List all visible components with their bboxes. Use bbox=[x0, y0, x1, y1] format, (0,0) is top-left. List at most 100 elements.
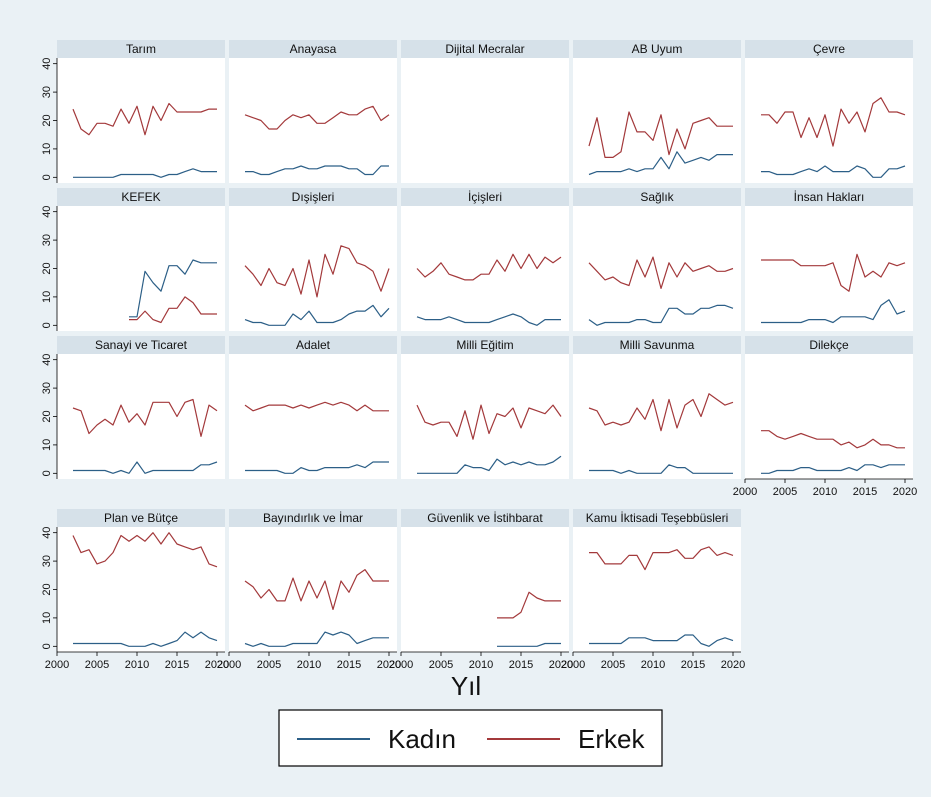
panel-tarım: Tarım 0 10 20 30 40 bbox=[41, 40, 225, 183]
panel-tarım-y-tick-label-0: 0 bbox=[41, 174, 53, 180]
panel-tarım-header bbox=[57, 40, 225, 58]
panel-ab-uyum-header bbox=[573, 40, 741, 58]
panel-i-nsan-hakları-title: İnsan Hakları bbox=[794, 190, 865, 204]
panel-çevre-plot-area bbox=[745, 58, 913, 183]
panel-tarım-series-erkek bbox=[72, 102, 217, 136]
panel-dilekçe-x-tick-label-2000: 2000 bbox=[733, 486, 757, 498]
panel-plan-ve-bütçe-title: Plan ve Bütçe bbox=[104, 511, 178, 525]
x-axis-title: Yıl bbox=[451, 671, 481, 701]
panel-çevre: Çevre bbox=[745, 40, 913, 183]
panel-plan-ve-bütçe-y-tick-label-40: 40 bbox=[41, 527, 53, 539]
panel-anayasa-series-erkek bbox=[244, 105, 390, 130]
panel-tarım-title: Tarım bbox=[126, 42, 156, 56]
panel-anayasa-plot-area bbox=[229, 58, 397, 183]
panel-çevre-header bbox=[745, 40, 913, 58]
panel-i-çişleri: İçişleri bbox=[401, 188, 569, 331]
panel-dijital-mecralar-plot-area bbox=[401, 58, 569, 183]
panel-kefek-title: KEFEK bbox=[121, 190, 160, 204]
panel-kamu-i-ktisadi-teşebbüsleri-x-tick-label-2015: 2015 bbox=[681, 659, 705, 671]
panel-bayındırlık-ve-i-mar-x-tick-label-2010: 2010 bbox=[297, 659, 321, 671]
panel-anayasa-header bbox=[229, 40, 397, 58]
panel-bayındırlık-ve-i-mar-x-tick-label-2020: 2020 bbox=[377, 659, 401, 671]
panel-kefek-plot-area bbox=[57, 206, 225, 331]
panel-plan-ve-bütçe-x-tick-label-2005: 2005 bbox=[85, 659, 109, 671]
panel-sanayi-ve-ticaret-y-tick-label-40: 40 bbox=[41, 354, 53, 366]
panel-dilekçe: Dilekçe 2000 2005 2010 2015 2020 bbox=[733, 336, 917, 498]
panel-milli-eğitim-plot-area bbox=[401, 354, 569, 479]
panel-kefek: KEFEK 0 10 20 30 40 bbox=[41, 188, 225, 331]
panel-güvenlik-ve-i-stihbarat-series-kadın bbox=[497, 642, 561, 647]
panel-güvenlik-ve-i-stihbarat-x-tick-label-2020: 2020 bbox=[549, 659, 573, 671]
panel-kamu-i-ktisadi-teşebbüsleri-x-tick-label-2000: 2000 bbox=[561, 659, 585, 671]
panel-plan-ve-bütçe-x-tick-label-2020: 2020 bbox=[205, 659, 229, 671]
legend-label-erkek: Erkek bbox=[578, 724, 645, 754]
panel-plan-ve-bütçe-x-tick-label-2015: 2015 bbox=[165, 659, 189, 671]
panel-dijital-mecralar: Dijital Mecralar bbox=[401, 40, 569, 183]
panel-tarım-y-tick-label-30: 30 bbox=[41, 86, 53, 98]
panel-bayındırlık-ve-i-mar-series-kadın bbox=[244, 631, 389, 647]
panel-sanayi-ve-ticaret-plot-area bbox=[57, 354, 225, 479]
panel-dilekçe-title: Dilekçe bbox=[809, 338, 849, 352]
panel-bayındırlık-ve-i-mar-series-erkek bbox=[244, 568, 389, 611]
panel-bayındırlık-ve-i-mar-header bbox=[229, 509, 397, 527]
panel-sanayi-ve-ticaret-y-tick-label-10: 10 bbox=[41, 439, 53, 451]
panel-i-nsan-hakları-header bbox=[745, 188, 913, 206]
panel-ab-uyum-title: AB Uyum bbox=[632, 42, 683, 56]
panel-sanayi-ve-ticaret-y-tick-label-0: 0 bbox=[41, 470, 53, 476]
panel-bayındırlık-ve-i-mar-x-tick-label-2015: 2015 bbox=[337, 659, 361, 671]
panel-bayındırlık-ve-i-mar: Bayındırlık ve İmar 2000 2005 2010 2015 2020 bbox=[217, 509, 401, 671]
panel-güvenlik-ve-i-stihbarat-title: Güvenlik ve İstihbarat bbox=[427, 511, 543, 525]
panel-dışişleri-title: Dışişleri bbox=[292, 190, 335, 204]
panel-milli-savunma-series-erkek bbox=[588, 393, 734, 432]
panel-plan-ve-bütçe-series-kadın bbox=[73, 631, 218, 647]
panel-plan-ve-bütçe-y-tick-label-10: 10 bbox=[41, 612, 53, 624]
panel-çevre-series-erkek bbox=[761, 97, 906, 147]
panel-dilekçe-header bbox=[745, 336, 913, 354]
panel-güvenlik-ve-i-stihbarat-series-erkek bbox=[497, 591, 561, 619]
panel-dilekçe-x-tick-label-2005: 2005 bbox=[773, 486, 797, 498]
panel-bayındırlık-ve-i-mar-title: Bayındırlık ve İmar bbox=[263, 511, 363, 525]
legend: Kadın Erkek bbox=[278, 709, 663, 767]
panel-sanayi-ve-ticaret-header bbox=[57, 336, 225, 354]
panel-milli-eğitim-header bbox=[401, 336, 569, 354]
panel-kefek-y-tick-label-40: 40 bbox=[41, 206, 53, 218]
panel-sağlık-series-kadın bbox=[588, 304, 734, 326]
panel-sağlık-header bbox=[573, 188, 741, 206]
panel-dijital-mecralar-header bbox=[401, 40, 569, 58]
panel-kefek-header bbox=[57, 188, 225, 206]
panel-adalet-series-kadın bbox=[245, 461, 389, 474]
panel-plan-ve-bütçe-y-tick-label-20: 20 bbox=[41, 583, 53, 595]
panel-milli-eğitim-series-kadın bbox=[417, 455, 562, 474]
panel-milli-eğitim-series-erkek bbox=[416, 404, 562, 440]
panel-i-çişleri-header bbox=[401, 188, 569, 206]
panel-milli-savunma-series-kadın bbox=[589, 464, 733, 474]
panel-çevre-title: Çevre bbox=[813, 42, 845, 56]
panel-milli-eğitim-title: Milli Eğitim bbox=[456, 338, 513, 352]
panel-sağlık-series-erkek bbox=[588, 256, 734, 289]
panel-i-çişleri-series-kadın bbox=[416, 313, 561, 326]
panel-i-çişleri-title: İçişleri bbox=[468, 190, 502, 204]
panel-bayındırlık-ve-i-mar-x-tick-label-2000: 2000 bbox=[217, 659, 241, 671]
panel-dışişleri-series-kadın bbox=[244, 304, 390, 326]
panel-güvenlik-ve-i-stihbarat-x-tick-label-2010: 2010 bbox=[469, 659, 493, 671]
panel-güvenlik-ve-i-stihbarat: Güvenlik ve İstihbarat 2000 2005 2010 2015 20… bbox=[389, 509, 573, 671]
panel-plan-ve-bütçe-series-erkek bbox=[72, 532, 218, 568]
panel-kamu-i-ktisadi-teşebbüsleri-title: Kamu İktisadi Teşebbüsleri bbox=[586, 511, 729, 525]
panel-sanayi-ve-ticaret-y-tick-label-20: 20 bbox=[41, 410, 53, 422]
panel-dijital-mecralar-title: Dijital Mecralar bbox=[445, 42, 524, 56]
panel-tarım-y-tick-label-10: 10 bbox=[41, 143, 53, 155]
panel-kamu-i-ktisadi-teşebbüsleri-plot-area bbox=[573, 527, 741, 652]
panel-milli-savunma: Milli Savunma bbox=[573, 336, 741, 479]
panel-grid: Tarım 0 10 20 30 40 Anayasa Dijital Mecralar AB … bbox=[41, 40, 917, 671]
panel-ab-uyum-plot-area bbox=[573, 58, 741, 183]
panel-adalet-plot-area bbox=[229, 354, 397, 479]
panel-kamu-i-ktisadi-teşebbüsleri-x-tick-label-2020: 2020 bbox=[721, 659, 745, 671]
panel-anayasa-series-kadın bbox=[245, 165, 389, 176]
panel-dilekçe-x-tick-label-2015: 2015 bbox=[853, 486, 877, 498]
panel-i-çişleri-plot-area bbox=[401, 206, 569, 331]
panel-milli-savunma-title: Milli Savunma bbox=[620, 338, 695, 352]
panel-i-nsan-hakları: İnsan Hakları bbox=[745, 188, 913, 331]
panel-kefek-y-tick-label-0: 0 bbox=[41, 322, 53, 328]
panel-anayasa: Anayasa bbox=[229, 40, 397, 183]
